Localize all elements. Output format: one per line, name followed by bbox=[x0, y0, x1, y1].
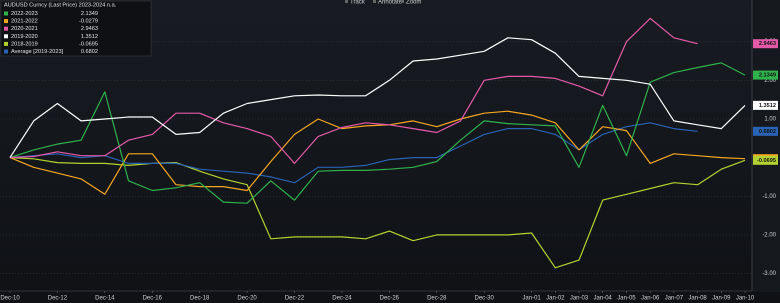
last-value-box bbox=[753, 39, 778, 49]
y-tick-label: -3.00 bbox=[762, 271, 776, 277]
legend-swatch bbox=[4, 34, 8, 39]
x-tick-label: Jan-07 bbox=[665, 296, 684, 302]
last-value-label: 0.6802 bbox=[759, 129, 776, 135]
series-line bbox=[9, 62, 746, 204]
last-value-label: -0.0695 bbox=[757, 158, 776, 164]
legend-label: 2021-2022 bbox=[11, 19, 38, 25]
legend-label: 2022-2023 bbox=[11, 11, 38, 17]
x-tick-label: Jan-04 bbox=[594, 296, 613, 302]
x-tick-label: Jan-10 bbox=[736, 296, 755, 302]
axis-panel bbox=[752, 0, 780, 292]
legend-value: 0.6802 bbox=[81, 49, 98, 55]
toolbar-icon bbox=[401, 0, 404, 3]
x-tick-label: Jan-08 bbox=[688, 296, 707, 302]
x-tick-label: Jan-02 bbox=[546, 296, 565, 302]
x-tick-label: Dec-28 bbox=[427, 296, 447, 302]
legend-value: -0.0695 bbox=[79, 41, 98, 47]
last-value-box bbox=[753, 100, 778, 110]
x-tick-label: Dec-26 bbox=[380, 296, 400, 302]
x-tick-label: Dec-12 bbox=[48, 296, 68, 302]
toolbar-button[interactable]: Track bbox=[350, 0, 366, 6]
x-tick-label: Dec-24 bbox=[332, 296, 352, 302]
toolbar-button[interactable]: Annotate bbox=[378, 0, 403, 6]
x-tick-label: Jan-09 bbox=[712, 296, 731, 302]
y-tick-label: -1.00 bbox=[762, 194, 776, 200]
series-line bbox=[9, 37, 746, 158]
x-tick-label: Dec-10 bbox=[0, 296, 20, 302]
last-value-box bbox=[753, 70, 778, 80]
legend-title: AUDUSD Curncy (Last Price) 2023-2024 n.a… bbox=[4, 2, 117, 8]
y-tick-label: 1.00 bbox=[764, 117, 776, 123]
toolbar-button[interactable]: Zoom bbox=[406, 0, 421, 6]
x-tick-label: Dec-20 bbox=[237, 296, 257, 302]
x-tick-label: Dec-18 bbox=[190, 296, 210, 302]
x-tick-label: Jan-03 bbox=[570, 296, 589, 302]
legend-label: 2019-2020 bbox=[11, 34, 38, 40]
axes-labels: -3.00-2.00-1.001.002.003.00Dec-10Dec-12D… bbox=[0, 39, 778, 302]
y-tick-label: 2.00 bbox=[764, 78, 776, 84]
legend-value: -0.0279 bbox=[79, 19, 98, 25]
x-tick-label: Dec-16 bbox=[143, 296, 163, 302]
last-value-label: 2.9463 bbox=[759, 41, 776, 47]
x-tick-label: Jan-05 bbox=[617, 296, 636, 302]
last-value-box bbox=[753, 126, 778, 136]
series-line bbox=[9, 157, 746, 269]
toolbar-icon bbox=[373, 0, 376, 3]
legend-box bbox=[0, 0, 152, 57]
legend-label: 2018-2019 bbox=[11, 41, 38, 47]
legend-swatch bbox=[4, 26, 8, 31]
legend-value: 2.1349 bbox=[81, 11, 98, 17]
series-line bbox=[9, 110, 746, 195]
lines bbox=[9, 17, 746, 269]
toolbar-icon bbox=[345, 0, 348, 3]
legend-swatch bbox=[4, 41, 8, 46]
toolbar: Track Annotate Zoom bbox=[345, 0, 421, 6]
series-line bbox=[9, 17, 698, 164]
last-value-label: 1.3512 bbox=[759, 103, 776, 109]
x-tick-label: Dec-30 bbox=[475, 296, 495, 302]
legend-label: Average [2019-2023] bbox=[11, 49, 64, 55]
y-tick-label: -2.00 bbox=[762, 233, 776, 239]
last-value-box bbox=[753, 155, 778, 165]
legend-swatch bbox=[4, 49, 8, 54]
x-tick-label: Jan-01 bbox=[522, 296, 541, 302]
last-value-label: 2.1349 bbox=[759, 73, 776, 79]
series-line bbox=[9, 122, 698, 184]
x-tick-label: Jan-06 bbox=[641, 296, 660, 302]
legend-swatch bbox=[4, 19, 8, 24]
legend-swatch bbox=[4, 11, 8, 16]
legend-value: 1.3512 bbox=[81, 34, 98, 40]
legend-value: 2.9463 bbox=[81, 26, 98, 32]
x-tick-label: Dec-22 bbox=[285, 296, 305, 302]
legend-label: 2020-2021 bbox=[11, 26, 38, 32]
x-tick-label: Dec-14 bbox=[95, 296, 115, 302]
legend: 2022-2023 2.1349 2021-2022 -0.0279 2020-2021… bbox=[4, 11, 98, 55]
